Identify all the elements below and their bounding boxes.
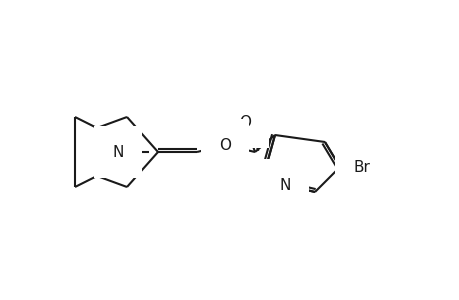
Text: O: O (218, 137, 230, 152)
Text: N: N (279, 178, 290, 193)
Text: O: O (239, 115, 251, 130)
Text: N: N (112, 145, 123, 160)
Text: Br: Br (353, 160, 369, 175)
